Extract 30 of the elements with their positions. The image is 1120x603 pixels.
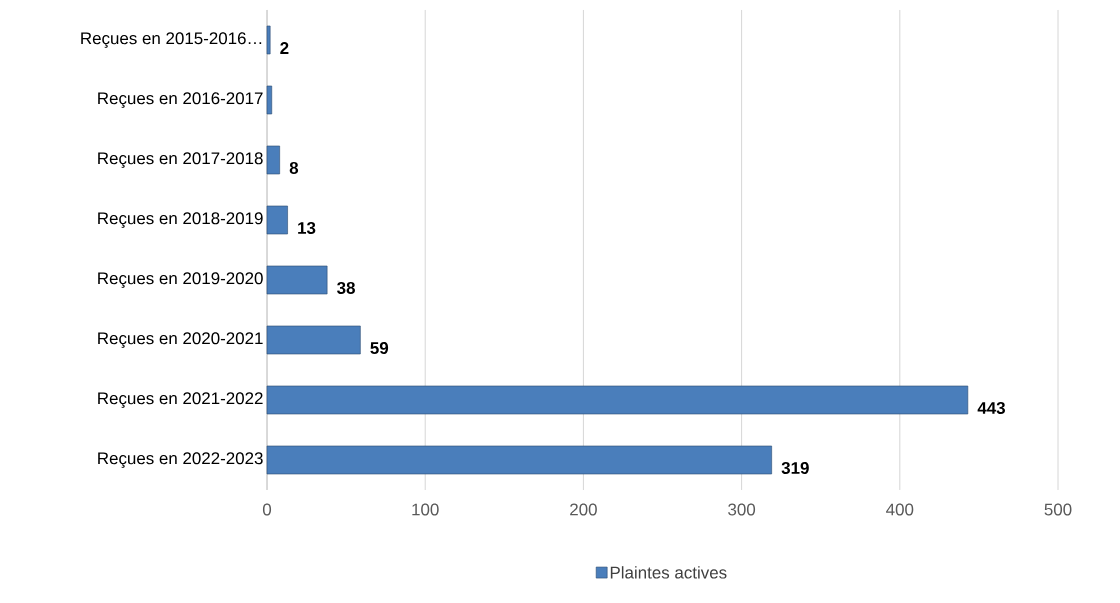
bar bbox=[266, 445, 772, 475]
y-tick-label: Reçues en 2015-2016… bbox=[81, 32, 262, 48]
bar bbox=[266, 325, 361, 355]
y-tick-label: Reçues en 2016-2017 bbox=[98, 92, 263, 108]
bar bbox=[266, 205, 288, 235]
bar bbox=[266, 265, 328, 295]
y-tick-label: Reçues en 2021-2022 bbox=[98, 392, 263, 408]
y-tick-label: Reçues en 2019-2020 bbox=[98, 272, 263, 288]
data-label: 38 bbox=[337, 281, 355, 294]
x-tick-label: 300 bbox=[728, 503, 756, 516]
legend-label: Plaintes actives bbox=[610, 566, 727, 579]
data-label: 8 bbox=[289, 161, 299, 174]
bar bbox=[266, 385, 969, 415]
x-tick-label: 500 bbox=[1044, 503, 1072, 516]
bar bbox=[266, 85, 273, 115]
x-tick-label: 0 bbox=[262, 503, 272, 516]
y-tick-label: Reçues en 2020-2021 bbox=[98, 332, 263, 348]
x-tick-label: 400 bbox=[886, 503, 914, 516]
bar bbox=[266, 145, 280, 175]
y-tick-label: Reçues en 2017-2018 bbox=[98, 152, 263, 168]
y-tick-label: Reçues en 2022-2023 bbox=[98, 452, 263, 468]
data-label: 59 bbox=[370, 341, 389, 354]
data-label: 2 bbox=[280, 42, 289, 54]
data-label: 13 bbox=[298, 221, 316, 234]
bar bbox=[266, 25, 271, 55]
data-label: 443 bbox=[977, 401, 1005, 414]
x-tick-label: 100 bbox=[412, 503, 439, 516]
data-label: 319 bbox=[781, 461, 809, 474]
x-tick-label: 200 bbox=[570, 503, 597, 516]
y-tick-label: Reçues en 2018-2019 bbox=[98, 212, 263, 228]
